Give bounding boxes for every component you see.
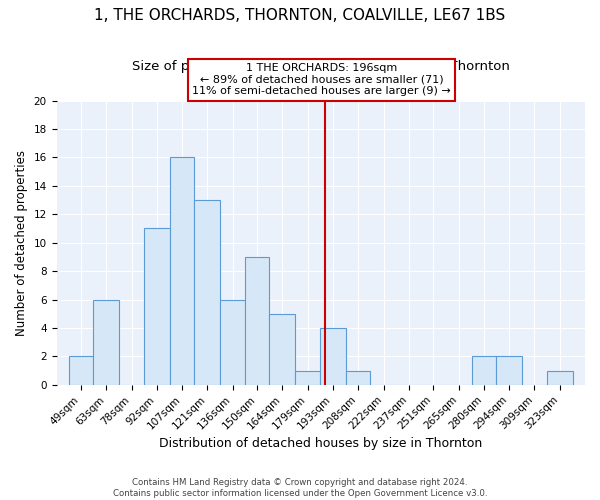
Text: 1, THE ORCHARDS, THORNTON, COALVILLE, LE67 1BS: 1, THE ORCHARDS, THORNTON, COALVILLE, LE… xyxy=(94,8,506,22)
Bar xyxy=(245,257,269,385)
Bar xyxy=(496,356,522,385)
X-axis label: Distribution of detached houses by size in Thornton: Distribution of detached houses by size … xyxy=(159,437,482,450)
Text: Contains HM Land Registry data © Crown copyright and database right 2024.
Contai: Contains HM Land Registry data © Crown c… xyxy=(113,478,487,498)
Bar xyxy=(93,300,119,385)
Bar xyxy=(346,370,370,385)
Bar xyxy=(320,328,346,385)
Title: Size of property relative to detached houses in Thornton: Size of property relative to detached ho… xyxy=(132,60,510,73)
Bar xyxy=(144,228,170,385)
Bar xyxy=(194,200,220,385)
Bar xyxy=(69,356,93,385)
Bar xyxy=(170,158,194,385)
Text: 1 THE ORCHARDS: 196sqm
← 89% of detached houses are smaller (71)
11% of semi-det: 1 THE ORCHARDS: 196sqm ← 89% of detached… xyxy=(192,63,451,96)
Bar xyxy=(269,314,295,385)
Bar xyxy=(472,356,496,385)
Bar xyxy=(547,370,573,385)
Bar xyxy=(295,370,320,385)
Y-axis label: Number of detached properties: Number of detached properties xyxy=(15,150,28,336)
Bar xyxy=(220,300,245,385)
